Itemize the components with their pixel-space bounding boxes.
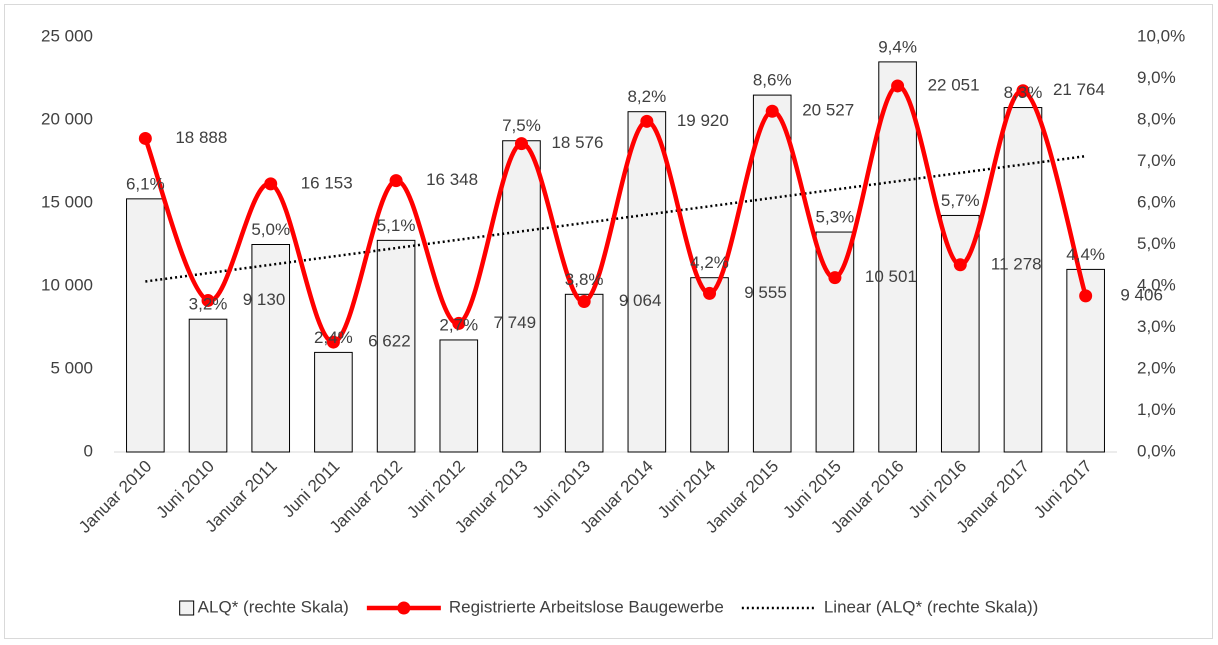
bar [1003,107,1043,453]
bar-value-label: 8,3% [1004,83,1043,102]
line [143,83,1088,345]
line-value-label: 7 749 [494,313,537,332]
bar-value-label: 2,7% [439,315,478,334]
y-tick-label: 10 000 [41,275,93,294]
bar-value-label: 5,3% [816,208,855,227]
line-marker [1016,84,1030,98]
line-marker [452,316,466,330]
bar-value-label: 5,7% [941,191,980,210]
line-marker [514,137,528,151]
y-tick-label: 25 000 [41,26,93,45]
line-value-label: 10 501 [865,267,917,286]
bar [126,198,165,453]
line-marker [953,258,967,272]
line-marker [640,114,654,128]
bar [376,239,416,453]
line-marker [138,131,152,145]
bar-value-label: 6,1% [126,174,165,193]
bar-value-label: 5,1% [377,216,416,235]
bar-value-label: 3,2% [189,295,228,314]
bar-value-label: 8,6% [753,71,792,90]
bar [314,351,353,453]
line-value-label: 20 527 [802,101,854,120]
bar-value-label: 7,5% [502,116,541,135]
line-marker [201,293,215,307]
line-marker [1079,289,1093,303]
y2-tick-label: 10,0% [1137,26,1185,45]
y-tick-label: 5 000 [50,358,93,377]
legend-label: Linear (ALQ* (rechte Skala)) [824,597,1038,616]
line-value-label: 11 278 [991,254,1042,273]
line-marker [703,286,717,300]
y2-tick-label: 3,0% [1137,317,1176,336]
y2-tick-label: 5,0% [1137,234,1176,253]
y2-tick-label: 0,0% [1137,441,1176,460]
line-marker [577,295,591,309]
line-marker [389,174,403,188]
bar [627,111,667,453]
line-value-label: 6 622 [368,332,411,351]
line-marker [891,79,905,93]
bar-value-label: 4,4% [1066,245,1105,264]
bar [940,214,980,453]
bar [439,339,479,453]
bar [564,293,604,453]
line-value-label: 19 920 [677,111,729,130]
bar-value-label: 9,4% [878,37,917,56]
bar-value-label: 5,0% [251,220,290,239]
line-value-label: 18 576 [551,133,603,152]
y2-tick-label: 6,0% [1137,192,1176,211]
bar-value-label: 2,4% [314,328,353,347]
y2-tick-label: 7,0% [1137,151,1176,170]
legend: ALQ* (rechte Skala) Registrierte Arbeitsl… [179,597,1038,616]
bar [815,231,855,453]
y-tick-label: 0 [84,441,93,460]
bar [251,244,291,453]
line-value-label: 22 051 [928,75,980,94]
legend-swatch [179,600,195,616]
line-value-label: 9 064 [619,291,662,310]
bar-value-label: 4,2% [690,253,729,272]
bar [690,277,729,453]
line-value-label: 9 406 [1120,285,1163,304]
line-marker [828,271,842,285]
bar [878,61,917,453]
y2-tick-label: 8,0% [1137,109,1176,128]
y-tick-label: 15 000 [41,192,93,211]
line-value-label: 9 130 [243,290,286,309]
line-marker [765,104,779,118]
legend-label: ALQ* (rechte Skala) [198,597,349,616]
legend-swatch-marker [397,601,411,615]
y2-tick-label: 1,0% [1137,400,1176,419]
bar [502,140,541,453]
bar [188,318,228,453]
y2-tick-label: 9,0% [1137,68,1176,87]
legend-label: Registrierte Arbeitslose Baugewerbe [449,597,724,616]
line-value-label: 9 555 [744,283,787,302]
bar [752,94,792,453]
bar-value-label: 3,8% [565,270,604,289]
line-marker [264,177,278,191]
line-value-label: 18 888 [175,128,227,147]
y2-tick-label: 2,0% [1137,358,1176,377]
y-tick-label: 20 000 [41,109,93,128]
line-value-label: 16 153 [301,173,353,192]
line-value-label: 16 348 [426,170,478,189]
line-value-label: 21 764 [1053,80,1105,99]
bar-value-label: 8,2% [627,87,666,106]
y2-tick-label: 4,0% [1137,275,1176,294]
line-marker [326,335,340,349]
